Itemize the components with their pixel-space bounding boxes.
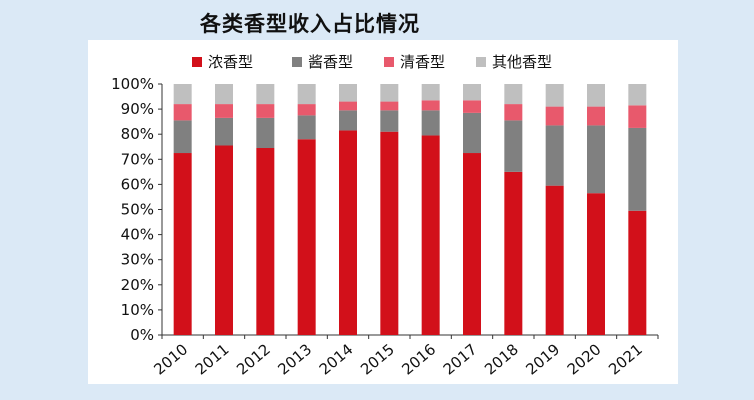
legend-label: 其他香型 [492, 53, 552, 71]
bar-segment [587, 193, 605, 335]
legend-swatch [476, 57, 486, 67]
bar-segment [297, 115, 316, 140]
bar-segment [339, 84, 357, 102]
y-tick-label: 40% [121, 226, 154, 244]
bar-segment [463, 153, 481, 335]
bar-segment [380, 131, 399, 335]
bar-segment [421, 100, 440, 111]
y-tick-label: 60% [121, 175, 154, 193]
bar-segment [339, 130, 357, 335]
bar-segment [297, 104, 316, 116]
legend-label: 酱香型 [308, 53, 353, 71]
bar-segment [504, 120, 523, 172]
bar-segment [215, 104, 233, 118]
bar-segment [256, 84, 275, 105]
bar-segment [463, 100, 481, 113]
y-tick-label: 70% [121, 150, 154, 168]
bar-segment [256, 117, 275, 149]
bar-segment [173, 120, 192, 154]
bar-segment [587, 125, 605, 194]
bar-segment [339, 101, 357, 111]
bar-segment [545, 106, 564, 126]
bar-segment [380, 84, 399, 102]
legend-label: 浓香型 [208, 53, 253, 71]
y-tick-label: 50% [121, 201, 154, 219]
y-tick-label: 10% [121, 301, 154, 319]
bar-segment [173, 104, 192, 121]
bar-segment [628, 105, 647, 128]
legend-swatch [292, 57, 302, 67]
bar-segment [173, 84, 192, 105]
bar-segment [421, 110, 440, 136]
bar-segment [545, 125, 564, 186]
bar-segment [421, 135, 440, 335]
legend-swatch [192, 57, 202, 67]
y-tick-label: 0% [130, 326, 154, 344]
y-tick-label: 100% [111, 75, 154, 93]
bar-segment [587, 84, 605, 107]
bar-segment [545, 84, 564, 107]
bar-segment [504, 171, 523, 335]
bar-segment [297, 84, 316, 105]
bar-segment [504, 104, 523, 121]
bar-segment [380, 101, 399, 111]
bar-segment [215, 117, 233, 146]
bar-segment [628, 84, 647, 106]
bar-segment [628, 210, 647, 335]
bar-segment [215, 84, 233, 105]
y-tick-label: 20% [121, 276, 154, 294]
bar-segment [339, 110, 357, 131]
y-tick-label: 90% [121, 100, 154, 118]
bar-segment [587, 106, 605, 126]
bar-segment [463, 112, 481, 154]
bar-segment [256, 148, 275, 335]
bar-segment [297, 139, 316, 335]
bar-segment [173, 153, 192, 335]
bar-segment [380, 110, 399, 132]
bar-segment [504, 84, 523, 105]
legend-label: 清香型 [400, 53, 445, 71]
bar-segment [256, 104, 275, 118]
bar-segment [463, 84, 481, 101]
legend-swatch [384, 57, 394, 67]
bar-segment [215, 145, 233, 335]
bar-segment [421, 84, 440, 101]
bar-segment [628, 127, 647, 211]
chart-title: 各类香型收入占比情况 [200, 12, 420, 36]
bar-segment [545, 185, 564, 335]
y-tick-label: 30% [121, 251, 154, 269]
y-tick-label: 80% [121, 125, 154, 143]
